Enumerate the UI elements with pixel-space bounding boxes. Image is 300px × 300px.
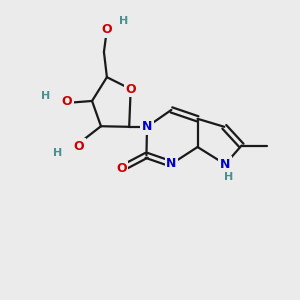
Text: O: O xyxy=(61,95,72,108)
Text: N: N xyxy=(142,120,152,133)
Text: H: H xyxy=(41,91,51,100)
Text: O: O xyxy=(125,82,136,96)
Text: H: H xyxy=(53,148,62,158)
Text: N: N xyxy=(166,158,177,170)
Text: H: H xyxy=(224,172,233,182)
Text: O: O xyxy=(116,162,127,175)
Text: N: N xyxy=(220,158,230,171)
Text: H: H xyxy=(118,16,128,26)
Text: O: O xyxy=(102,23,112,36)
Text: O: O xyxy=(74,140,84,153)
